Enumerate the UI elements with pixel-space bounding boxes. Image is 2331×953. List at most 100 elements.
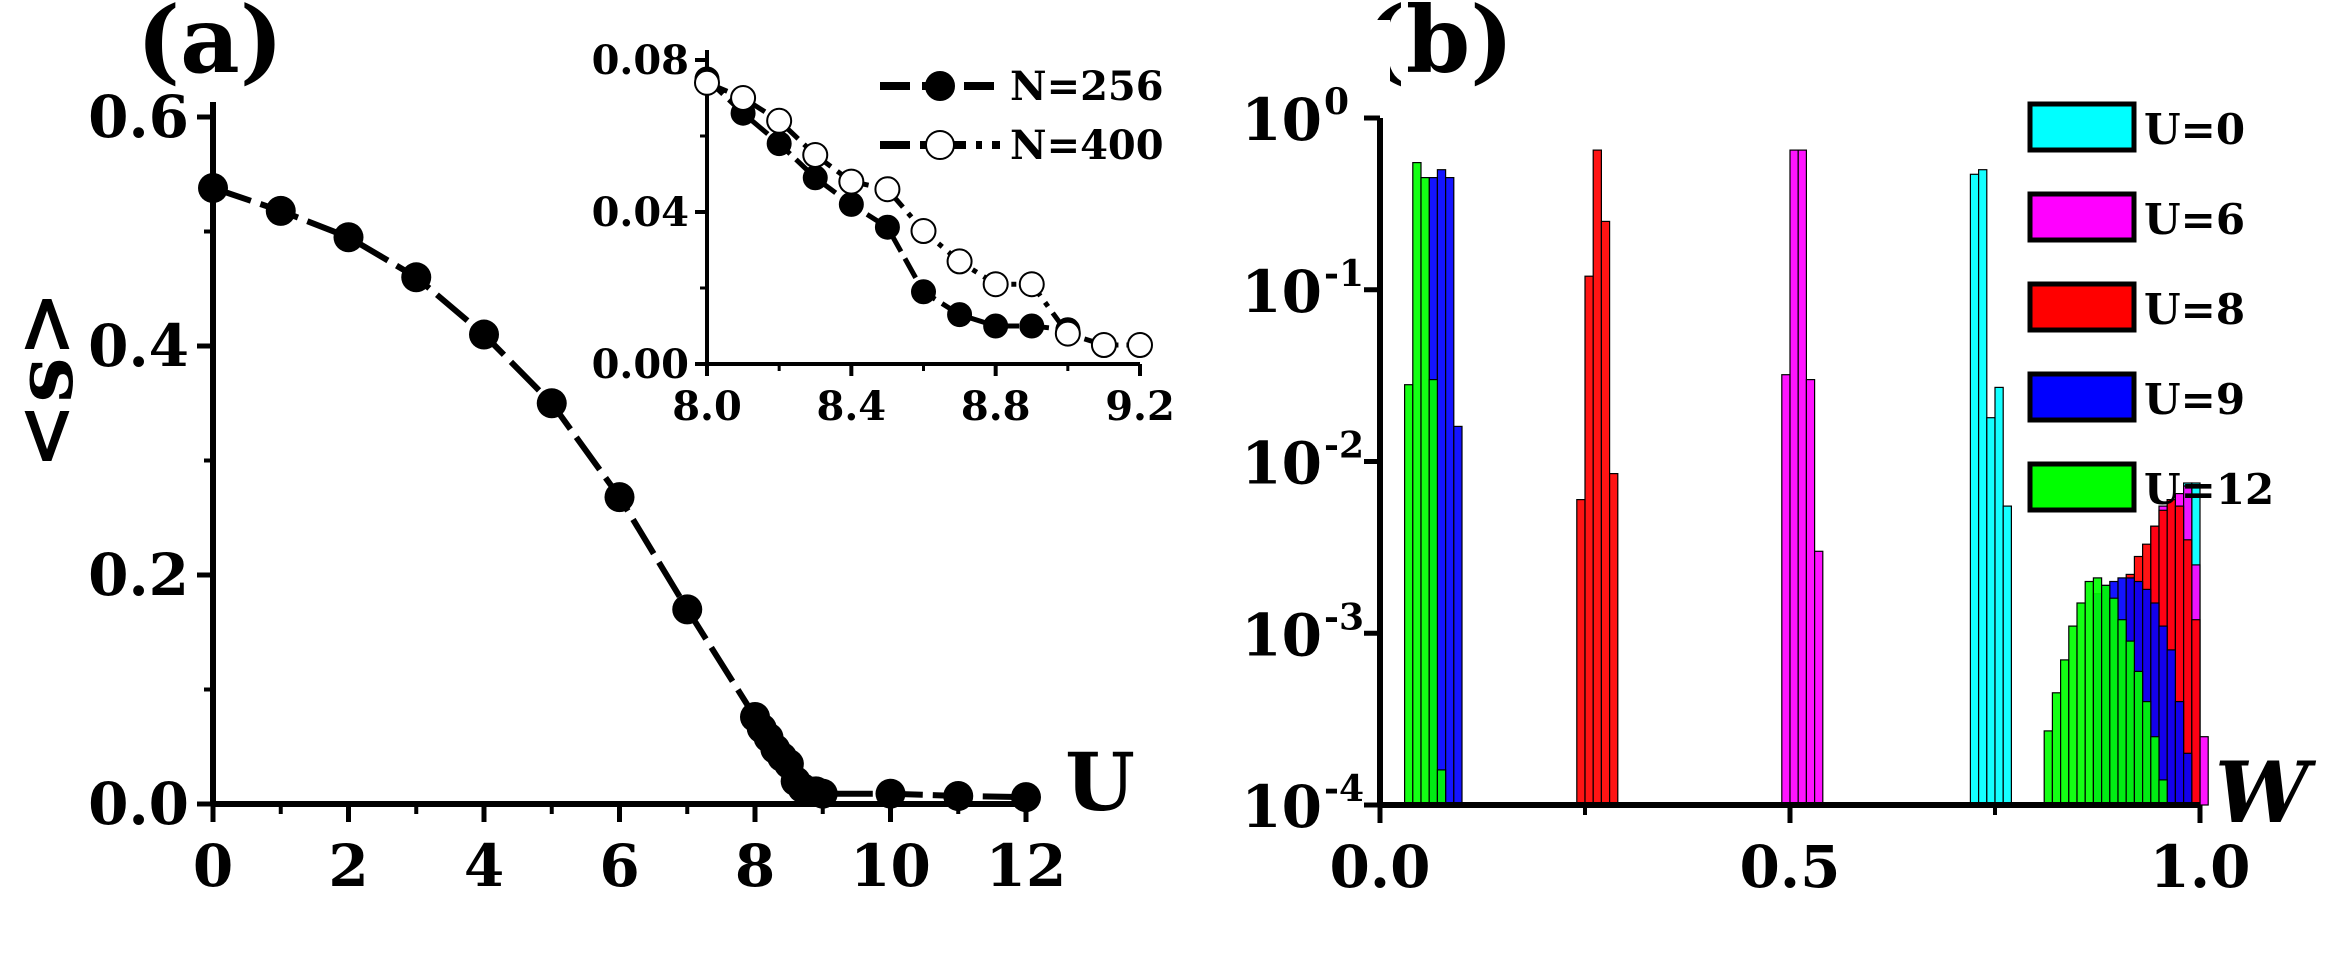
- histogram-bar-u6: [1805, 379, 1816, 806]
- panel-a-x-tick-label: 0: [193, 832, 233, 900]
- legend-swatch-u12: [2027, 461, 2137, 513]
- panel-a-data-point: [401, 262, 432, 293]
- inset-y-tick-label: 0.00: [592, 341, 689, 388]
- histogram-bar-u9: [2166, 649, 2176, 806]
- histogram-bar-u6: [1789, 149, 1799, 806]
- histogram-bar-u12: [1436, 769, 1447, 806]
- panel-a-y-tick-label: 0.2: [88, 541, 189, 609]
- histogram-bar-u9: [1453, 425, 1463, 806]
- panel-a-inset: 8.0 8.4 8.8 9.2 0.00 0.04 0.08 N=256 N=400: [592, 20, 1390, 430]
- legend-swatch-u0: [2027, 101, 2137, 153]
- inset-data-point-n400: [1054, 320, 1081, 347]
- legend-label-u9: U=9: [2144, 375, 2245, 424]
- inset-data-point-n400: [694, 69, 720, 96]
- inset-data-point-n400: [766, 107, 793, 134]
- inset-data-point-n256: [1019, 313, 1045, 339]
- panel-a-data-point: [672, 594, 703, 625]
- panel-b-x-tick-label: 0.0: [1330, 833, 1431, 901]
- panel-a-x-tick-label: 4: [464, 832, 504, 900]
- panel-a-data-point: [536, 388, 567, 419]
- panel-a-data-point: [333, 222, 364, 253]
- panel-b-y-tick-label-exponent: -1: [1324, 253, 1364, 295]
- legend-label-u12: U=12: [2144, 465, 2274, 514]
- inset-x-tick-label: 8.8: [961, 383, 1031, 430]
- histogram-bar-u8: [1608, 473, 1619, 806]
- panel-b-x-tick-label: 1.0: [2150, 833, 2251, 901]
- histogram-bar-u12: [2068, 625, 2078, 806]
- inset-y-tick-label: 0.04: [592, 189, 689, 236]
- histogram-bar-u6: [1797, 149, 1807, 806]
- histogram-bar-u12: [1420, 177, 1430, 806]
- histogram-bar-u12: [2158, 779, 2168, 806]
- inset-data-point-n256: [838, 191, 864, 217]
- histogram-bar-u6: [2199, 736, 2209, 806]
- legend-marker-n400: [925, 130, 955, 160]
- panel-a-series: [198, 172, 1041, 813]
- panel-b-y-tick-label-exponent: -2: [1324, 425, 1364, 467]
- panel-a-data-point: [943, 780, 974, 811]
- panel-b-y-tick-label-base: 10: [1241, 86, 1322, 154]
- panel-a-x-tick-label: 8: [735, 832, 775, 900]
- histogram-bar-u9: [2174, 700, 2185, 806]
- inset-data-point-n400: [946, 248, 973, 275]
- inset-y-tick-label: 0.08: [592, 37, 689, 84]
- inset-data-point-n256: [911, 279, 936, 305]
- histogram-bar-u8: [1592, 149, 1602, 806]
- histogram-bar-u8: [1584, 275, 1594, 806]
- histogram-bar-u12: [1412, 162, 1422, 806]
- panel-a-data-point: [604, 482, 635, 513]
- legend-swatch-u8: [2027, 281, 2137, 333]
- histogram-bar-u12: [1428, 379, 1438, 806]
- panel-a-y-tick-label: 0.6: [88, 83, 189, 151]
- inset-data-point-n256: [802, 165, 828, 191]
- panel-a-data-point: [1011, 782, 1041, 813]
- histogram-bar-u12: [2084, 580, 2094, 806]
- inset-x-tick-label: 9.2: [1105, 383, 1175, 430]
- panel-a-data-point: [198, 172, 228, 203]
- inset-data-point-n400: [982, 271, 1009, 298]
- histogram-bar-u12: [2150, 736, 2160, 806]
- inset-data-point-n400: [730, 85, 757, 111]
- panel-a-data-point: [469, 319, 499, 350]
- panel-a-data-point: [265, 195, 296, 226]
- panel-a-x-tick-label: 10: [850, 832, 931, 900]
- inset-x-ticks: 8.0 8.4 8.8 9.2: [672, 364, 1175, 430]
- histogram-bar-u0: [1969, 173, 1980, 806]
- histogram-bar-u9: [2158, 625, 2168, 806]
- panel-b-legend: U=0 U=6 U=8 U=9 U=12: [2027, 101, 2274, 514]
- inset-series: [694, 66, 1153, 358]
- panel-a-chart: 0 2 4 6 8 10 12 0.0 0.2 0.4 0.6 U <s> 8.0 8.4 8.8 9.…: [0, 20, 1390, 900]
- histogram-bar-u12: [2076, 602, 2086, 806]
- inset-data-point-n256: [874, 214, 900, 240]
- histogram-bar-u9: [1436, 169, 1447, 806]
- panel-b-x-axis-label: W: [2215, 743, 2317, 842]
- legend-swatch-u6: [2027, 191, 2137, 243]
- histogram-bar-u6: [1781, 374, 1791, 806]
- inset-x-tick-label: 8.4: [817, 383, 887, 430]
- histogram-bar-u12: [1403, 384, 1414, 806]
- inset-data-point-n400: [1018, 271, 1045, 298]
- panel-a-x-ticks: 0 2 4 6 8 10 12: [193, 804, 1066, 900]
- histogram-bar-u12: [2142, 700, 2152, 806]
- histogram-bar-u9: [1444, 177, 1455, 806]
- panel-a-label: (a): [137, 0, 284, 94]
- inset-x-tick-label: 8.0: [672, 383, 742, 430]
- histogram-bar-u12: [2092, 577, 2103, 806]
- inset-data-point-n400: [910, 218, 937, 244]
- panel-a-x-tick-label: 6: [599, 832, 639, 900]
- panel-b-y-tick-label-base: 10: [1241, 773, 1322, 841]
- legend-swatch-u9: [2027, 371, 2137, 423]
- panel-b-y-tick-label-exponent: -3: [1324, 596, 1364, 638]
- panel-a-y-axis-label: <s>: [0, 290, 91, 469]
- legend-marker-n256: [925, 71, 955, 101]
- histogram-bar-u0: [2002, 505, 2012, 806]
- panel-a-y-tick-label: 0.0: [88, 770, 189, 838]
- inset-data-point-n256: [983, 313, 1009, 339]
- panel-a-y-tick-label: 0.4: [88, 312, 189, 380]
- legend-label-n400: N=400: [1010, 122, 1164, 169]
- panel-b-y-tick-label-base: 10: [1241, 258, 1322, 326]
- histogram-bar-u12: [2101, 584, 2111, 806]
- inset-data-point-n400: [802, 142, 829, 168]
